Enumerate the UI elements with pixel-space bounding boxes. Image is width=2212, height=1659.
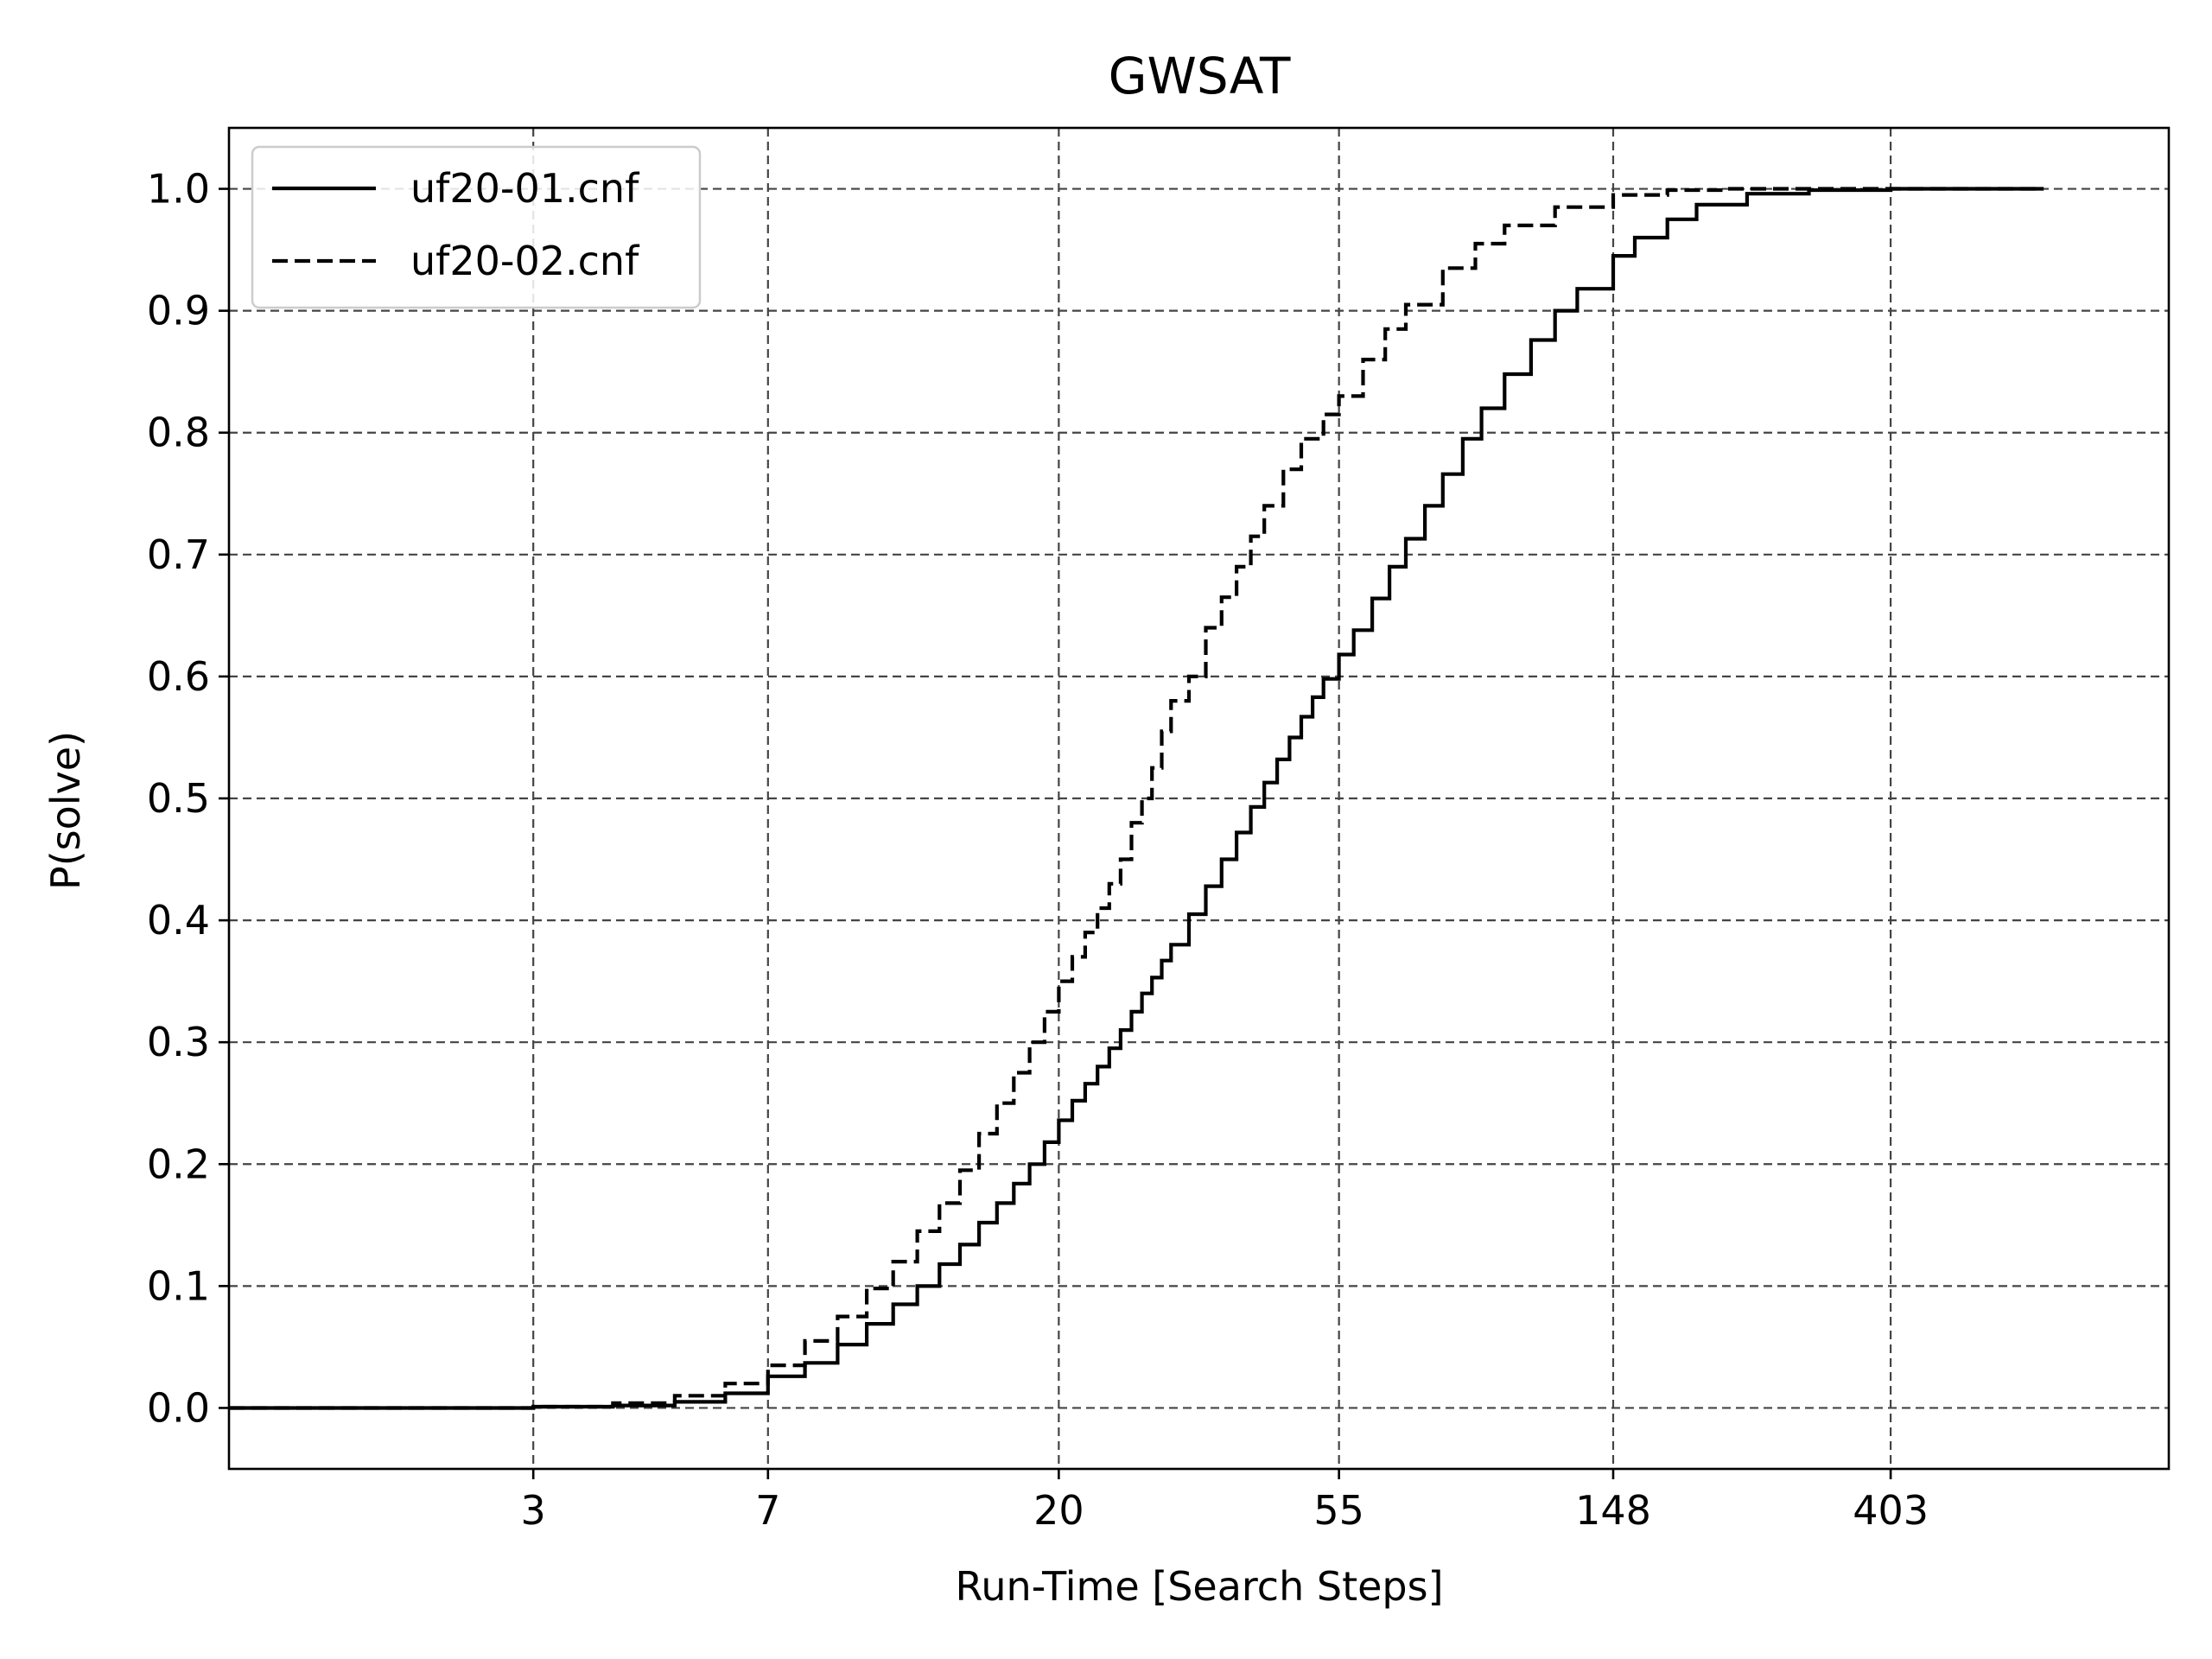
legend: uf20-01.cnf uf20-02.cnf xyxy=(251,145,702,309)
x-tick-label: 55 xyxy=(1313,1487,1364,1534)
y-axis-ticks: 0.0 0.1 0.2 0.3 0.4 0.5 0.6 0.7 0.8 0.9 1.0 xyxy=(147,166,229,1431)
x-tick-label: 7 xyxy=(755,1487,780,1534)
x-tick-label: 403 xyxy=(1853,1487,1929,1534)
x-tick-label: 3 xyxy=(521,1487,546,1534)
y-tick-label: 0.5 xyxy=(147,775,210,822)
y-tick-label: 0.8 xyxy=(147,410,210,456)
y-tick-label: 0.4 xyxy=(147,897,210,944)
y-tick-label: 0.3 xyxy=(147,1019,210,1065)
y-tick-label: 0.1 xyxy=(147,1262,210,1309)
y-tick-label: 0.7 xyxy=(147,531,210,578)
x-tick-label: 148 xyxy=(1575,1487,1651,1534)
y-tick-label: 1.0 xyxy=(147,166,210,213)
legend-label-uf20-01: uf20-01.cnf xyxy=(410,165,640,212)
series-lines xyxy=(229,187,2044,1410)
y-tick-label: 0.2 xyxy=(147,1141,210,1187)
y-tick-label: 0.9 xyxy=(147,288,210,334)
x-axis-label: Run-Time [Search Steps] xyxy=(955,1563,1443,1610)
y-axis-label: P(solve) xyxy=(42,731,89,890)
x-axis-ticks: 3 7 20 55 148 403 xyxy=(521,1469,1929,1534)
chart-title: GWSAT xyxy=(1109,47,1291,105)
x-tick-label: 20 xyxy=(1033,1487,1084,1534)
y-tick-label: 0.6 xyxy=(147,653,210,700)
y-tick-label: 0.0 xyxy=(147,1384,210,1431)
series-line-uf20-01-cnf xyxy=(229,187,2044,1410)
legend-label-uf20-02: uf20-02.cnf xyxy=(410,238,640,284)
